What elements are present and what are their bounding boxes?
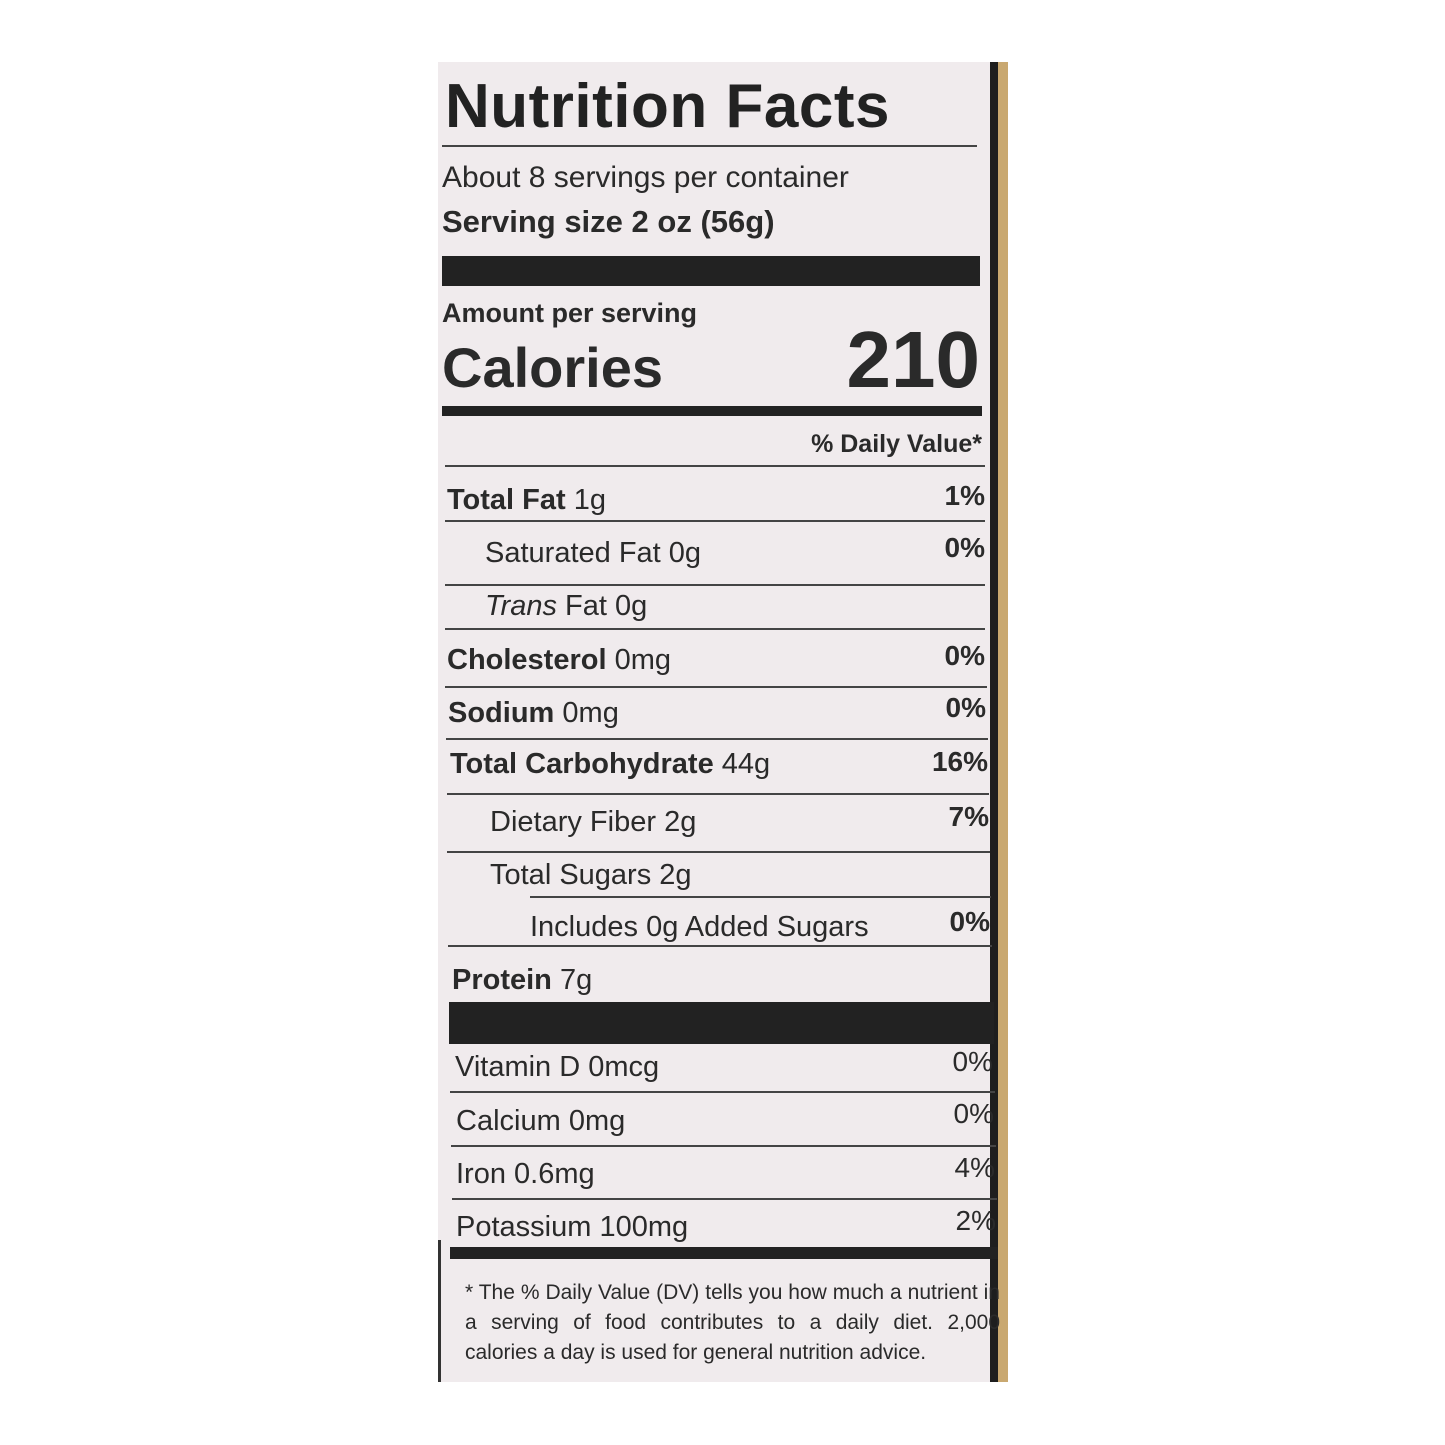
package-edge (998, 62, 1008, 1382)
nutrient-row-trans-fat: Trans Fat 0g (485, 590, 648, 622)
dv-dietary-fiber: 7% (948, 801, 989, 832)
medium-divider (442, 406, 982, 416)
serving-size-label: Serving size (442, 204, 623, 239)
label-border-left (438, 1240, 441, 1382)
thick-divider (449, 1002, 994, 1044)
nutrient-row-dietary-fiber: Dietary Fiber 2g (490, 806, 697, 838)
dv-potassium: 2% (955, 1205, 996, 1236)
divider (445, 686, 987, 688)
divider (451, 1145, 996, 1147)
thick-divider (442, 256, 980, 286)
footnote: * The % Daily Value (DV) tells you how m… (465, 1281, 1000, 1364)
divider (446, 738, 988, 740)
servings-per-container: About 8 servings per container (442, 161, 849, 194)
dv-saturated-fat: 0% (944, 532, 985, 563)
dv-cholesterol: 0% (944, 640, 985, 671)
dv-total-fat: 1% (944, 480, 985, 511)
nutrient-row-total-carbohydrate: Total Carbohydrate 44g (450, 748, 771, 780)
dv-sodium: 0% (945, 692, 986, 723)
label-title: Nutrition Facts (445, 72, 890, 141)
vitamin-row-calcium: Calcium 0mg (456, 1105, 626, 1137)
nutrient-row-total-fat: Total Fat 1g (447, 484, 607, 516)
divider (447, 851, 990, 853)
medium-divider (450, 1247, 998, 1259)
nutrient-row-saturated-fat: Saturated Fat 0g (485, 537, 702, 569)
vitamin-row-vitamin-d: Vitamin D 0mcg (455, 1051, 660, 1083)
divider (447, 793, 989, 795)
divider (448, 945, 992, 947)
nutrient-row-protein: Protein 7g (452, 964, 593, 996)
vitamin-row-iron: Iron 0.6mg (456, 1158, 595, 1190)
vitamin-row-potassium: Potassium 100mg (456, 1211, 689, 1243)
divider (445, 628, 985, 630)
amount-per-serving: Amount per serving (442, 298, 698, 328)
divider (442, 145, 977, 147)
dv-total-carbohydrate: 16% (931, 746, 988, 777)
nutrient-row-cholesterol: Cholesterol 0mg (447, 644, 672, 676)
divider (445, 520, 985, 522)
divider (445, 465, 985, 467)
serving-size: Serving size 2 oz (56g) (442, 206, 775, 237)
serving-size-value: 2 oz (56g) (631, 204, 775, 239)
dv-iron: 4% (954, 1152, 995, 1183)
divider (452, 1198, 997, 1200)
divider (450, 1091, 995, 1093)
daily-value-header: % Daily Value* (811, 430, 982, 458)
divider (530, 896, 991, 898)
calories-value: 210 (846, 315, 980, 404)
nutrient-row-added-sugars: Includes 0g Added Sugars (530, 911, 869, 943)
dv-added-sugars: 0% (949, 906, 990, 937)
dv-vitamin-d: 0% (952, 1046, 993, 1077)
label-border (990, 62, 998, 1382)
nutrient-row-sodium: Sodium 0mg (448, 697, 619, 729)
calories-label: Calories (442, 336, 663, 399)
divider (445, 584, 985, 586)
nutrient-row-total-sugars: Total Sugars 2g (490, 859, 692, 891)
dv-calcium: 0% (953, 1098, 994, 1129)
